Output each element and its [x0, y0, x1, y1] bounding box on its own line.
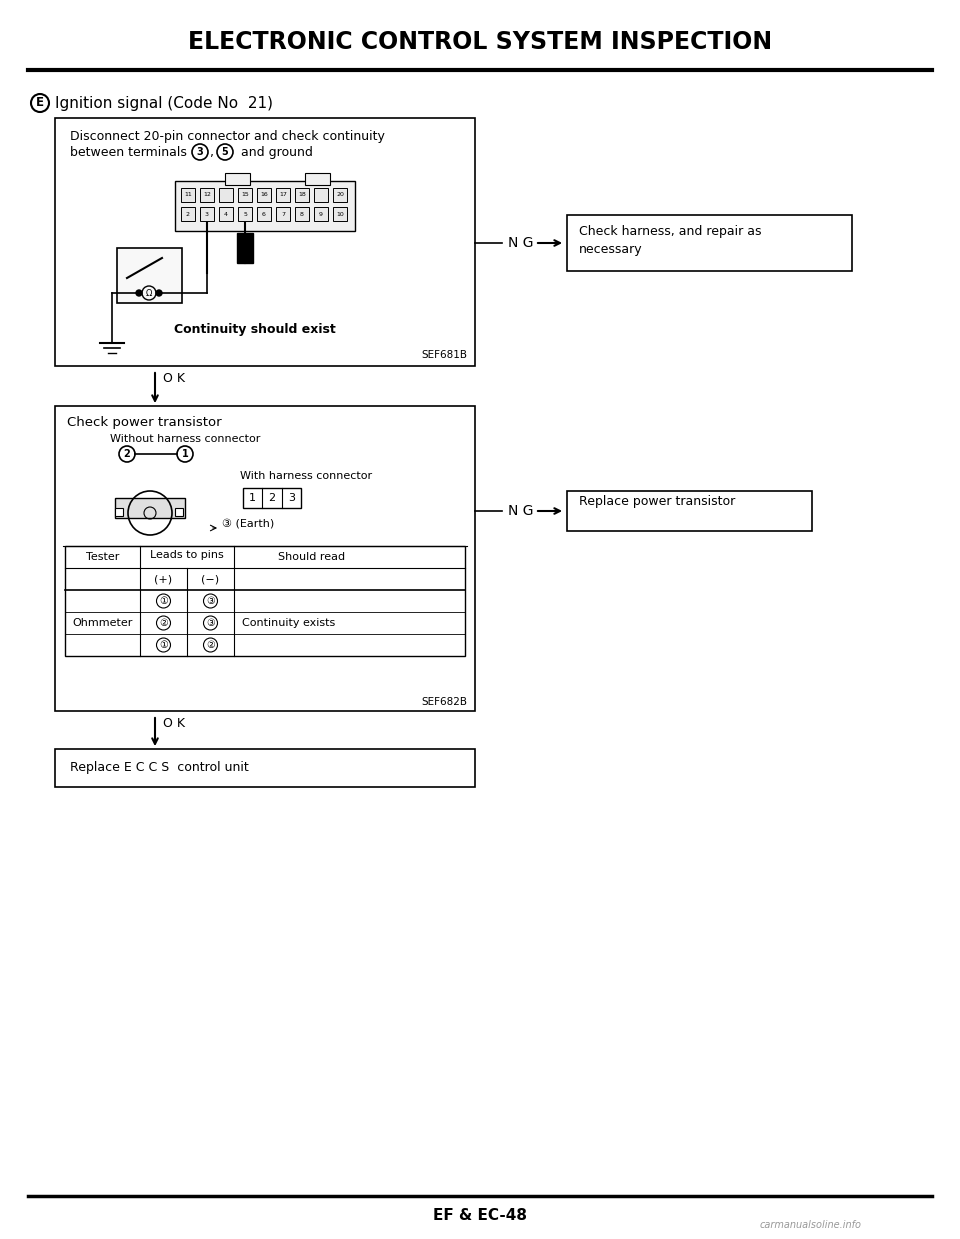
Text: 3: 3 [205, 212, 209, 217]
Bar [295, 188, 309, 202]
Text: SEF681B: SEF681B [421, 349, 467, 361]
Text: Continuity exists: Continuity exists [242, 618, 335, 628]
Text: 2: 2 [124, 449, 131, 458]
Bar [567, 216, 852, 271]
Bar [257, 207, 271, 221]
Text: 12: 12 [204, 192, 211, 197]
Text: ③ (Earth): ③ (Earth) [222, 519, 275, 529]
Text: 1: 1 [181, 449, 188, 458]
Bar [295, 207, 309, 221]
Text: Ignition signal (Code No  21): Ignition signal (Code No 21) [55, 95, 273, 112]
Bar [238, 207, 252, 221]
Text: 6: 6 [262, 212, 266, 217]
Text: Check harness, and repair as: Check harness, and repair as [579, 225, 761, 238]
Bar [276, 207, 290, 221]
Text: Ω: Ω [146, 289, 153, 297]
Bar [115, 508, 123, 515]
Text: Ohmmeter: Ohmmeter [72, 618, 132, 628]
Bar [257, 188, 271, 202]
Bar [181, 207, 195, 221]
Text: Tester: Tester [85, 553, 119, 563]
Bar [55, 406, 475, 711]
Bar [238, 188, 252, 202]
Text: between terminals: between terminals [70, 146, 191, 159]
Text: and ground: and ground [237, 146, 313, 159]
Text: 2: 2 [186, 212, 190, 217]
Text: 10: 10 [336, 212, 344, 217]
Text: Replace E C C S  control unit: Replace E C C S control unit [70, 762, 249, 774]
Text: 8: 8 [300, 212, 304, 217]
Text: carmanualsoline.info: carmanualsoline.info [760, 1220, 862, 1230]
Text: 2: 2 [269, 493, 276, 503]
Text: Replace power transistor: Replace power transistor [579, 494, 735, 508]
Bar [200, 188, 214, 202]
Text: 18: 18 [299, 192, 306, 197]
Text: 20: 20 [336, 192, 344, 197]
Text: Check power transistor: Check power transistor [67, 416, 222, 429]
Text: necessary: necessary [579, 243, 642, 256]
Bar [333, 188, 347, 202]
Text: 5: 5 [222, 147, 228, 157]
Bar [314, 207, 328, 221]
Bar [181, 188, 195, 202]
Text: 4: 4 [224, 212, 228, 217]
Bar [243, 488, 301, 508]
Bar [219, 188, 233, 202]
Bar [55, 118, 475, 366]
Text: ELECTRONIC CONTROL SYSTEM INSPECTION: ELECTRONIC CONTROL SYSTEM INSPECTION [188, 30, 772, 55]
Text: ②: ② [159, 618, 168, 628]
Bar [305, 173, 330, 185]
Bar [333, 207, 347, 221]
Bar [175, 181, 355, 230]
Text: 11: 11 [184, 192, 192, 197]
Bar [65, 546, 465, 655]
Text: 1: 1 [250, 493, 256, 503]
Text: ②: ② [206, 641, 215, 650]
Text: ③: ③ [206, 618, 215, 628]
Bar [55, 750, 475, 787]
Bar [314, 188, 328, 202]
Text: 3: 3 [197, 147, 204, 157]
Bar [225, 173, 250, 185]
Text: 17: 17 [279, 192, 287, 197]
Bar [276, 188, 290, 202]
Bar [237, 233, 253, 263]
Text: Continuity should exist: Continuity should exist [174, 323, 336, 336]
Text: ①: ① [159, 596, 168, 606]
Text: (+): (+) [155, 574, 173, 584]
Text: Without harness connector: Without harness connector [110, 434, 260, 444]
Text: O K: O K [163, 717, 185, 730]
Bar [117, 248, 182, 304]
Text: EF & EC-48: EF & EC-48 [433, 1208, 527, 1223]
Circle shape [136, 290, 142, 296]
Text: 3: 3 [288, 493, 295, 503]
Text: N G: N G [508, 235, 534, 250]
Text: 15: 15 [241, 192, 249, 197]
Text: Leads to pins: Leads to pins [150, 550, 224, 560]
Text: 7: 7 [281, 212, 285, 217]
Text: Disconnect 20-pin connector and check continuity: Disconnect 20-pin connector and check co… [70, 130, 385, 142]
Bar [200, 207, 214, 221]
Bar [115, 498, 185, 518]
Text: 16: 16 [260, 192, 268, 197]
Text: E: E [36, 97, 44, 109]
Bar [219, 207, 233, 221]
Text: 5: 5 [243, 212, 247, 217]
Text: SEF682B: SEF682B [421, 698, 467, 707]
Text: O K: O K [163, 372, 185, 385]
Text: ①: ① [159, 641, 168, 650]
Text: With harness connector: With harness connector [240, 471, 372, 481]
Bar [175, 508, 183, 515]
Circle shape [156, 290, 162, 296]
Text: ③: ③ [206, 596, 215, 606]
Text: N G: N G [508, 504, 534, 518]
Text: (−): (−) [202, 574, 220, 584]
Text: Should read: Should read [278, 553, 345, 563]
Text: ,: , [210, 146, 222, 159]
Bar [567, 491, 812, 532]
Text: 9: 9 [319, 212, 323, 217]
